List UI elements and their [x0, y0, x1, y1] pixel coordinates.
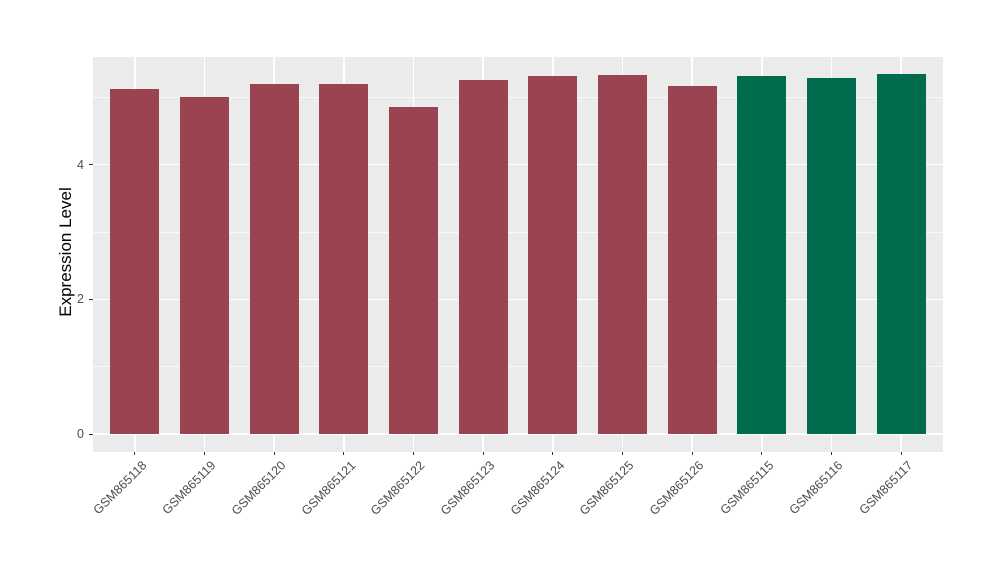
- x-tick: [273, 452, 275, 455]
- x-tick: [552, 452, 554, 455]
- bar: [807, 78, 857, 434]
- x-tick: [203, 452, 205, 455]
- x-tick-label: GSM865121: [298, 458, 359, 518]
- bar: [388, 106, 438, 434]
- grid-minor-h: [93, 96, 943, 98]
- x-tick-label: GSM865123: [437, 458, 498, 518]
- bar: [249, 83, 299, 434]
- bar: [110, 89, 160, 434]
- grid-major-h: [93, 163, 943, 166]
- x-tick-label: GSM865115: [717, 458, 777, 518]
- x-tick-label: GSM865119: [159, 458, 219, 518]
- x-tick: [691, 452, 693, 455]
- bar: [528, 76, 578, 434]
- y-tick-label: 4: [77, 157, 84, 172]
- y-tick: [89, 164, 93, 166]
- x-tick-label: GSM865118: [90, 458, 150, 518]
- x-tick: [831, 452, 833, 455]
- bar: [458, 79, 508, 434]
- bar: [667, 85, 717, 434]
- bar: [179, 96, 229, 434]
- grid-minor-h: [93, 231, 943, 233]
- x-tick: [622, 452, 623, 455]
- x-tick-label: GSM865117: [856, 458, 916, 518]
- x-tick: [482, 452, 484, 455]
- bar: [598, 75, 647, 434]
- y-tick-label: 0: [77, 427, 84, 441]
- grid-major-h: [93, 298, 943, 301]
- x-tick-label: GSM865116: [786, 458, 846, 518]
- x-tick-label: GSM865125: [577, 458, 637, 518]
- x-tick-label: GSM865122: [368, 458, 428, 518]
- x-tick-label: GSM865126: [646, 458, 707, 518]
- grid-major-h: [93, 433, 943, 435]
- y-tick: [89, 298, 93, 300]
- x-tick: [761, 452, 763, 455]
- bar: [876, 74, 926, 434]
- y-tick-label: 2: [77, 292, 84, 307]
- plot-panel: [93, 57, 943, 452]
- x-tick: [343, 452, 345, 455]
- y-tick: [89, 433, 93, 435]
- x-tick: [134, 452, 136, 455]
- x-tick: [412, 452, 414, 455]
- grid-minor-h: [93, 366, 943, 368]
- bar: [737, 76, 787, 434]
- bar: [319, 83, 369, 434]
- x-tick: [900, 452, 902, 455]
- x-tick-label: GSM865120: [228, 458, 289, 518]
- x-tick-label: GSM865124: [507, 458, 568, 518]
